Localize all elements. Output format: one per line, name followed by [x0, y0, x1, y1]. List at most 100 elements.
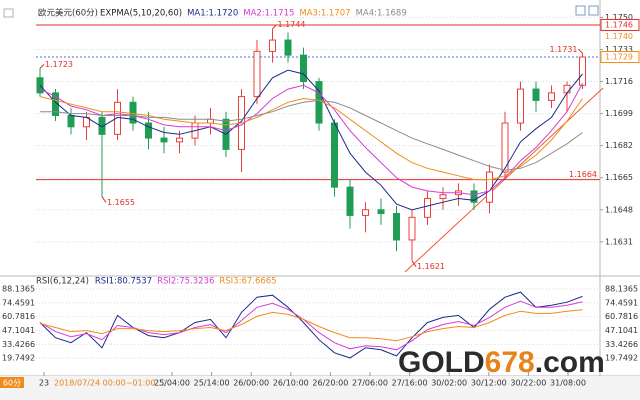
watermark-part: GOLD — [398, 346, 485, 379]
ma-line — [39, 96, 583, 181]
candle-body — [377, 209, 385, 215]
annotation-arrow — [39, 63, 45, 69]
candle-body — [315, 81, 323, 124]
rsi-tick-label: 60.7816 — [605, 312, 638, 321]
candle-body — [300, 54, 307, 83]
rsi-line — [39, 300, 583, 351]
menu-icon[interactable] — [3, 8, 14, 18]
candle-body — [331, 122, 338, 188]
y-tick-label: 1.1716 — [605, 77, 633, 86]
rsi-legend-entry: RSI2:75.3236 — [157, 277, 214, 287]
annotation-label: 1.1655 — [107, 198, 135, 207]
y-tick-label: 1.1733 — [605, 45, 633, 54]
watermark-part: .com — [535, 346, 605, 379]
period-label[interactable]: 60分 — [3, 379, 21, 388]
candle-body — [548, 92, 555, 101]
candle-body — [176, 137, 183, 143]
candle-body — [253, 50, 261, 98]
watermark-part: 678 — [485, 346, 535, 379]
chart-title: 欧元美元(60分) — [38, 8, 98, 19]
x-tick-label: 30/12:00 — [471, 379, 507, 388]
annotation-arrow — [411, 260, 417, 267]
x-tick-label: 26/20:00 — [312, 379, 348, 388]
y-tick-label: 1.1682 — [605, 141, 633, 150]
rsi-legend-entry: RSI3:67.6665 — [219, 277, 276, 287]
rsi-tick-label: 74.4591 — [2, 298, 35, 307]
indicator-label: EXPMA(5,10,20,60) — [100, 9, 182, 19]
price-mark-label: 1.1729 — [605, 53, 633, 62]
price-box — [600, 51, 640, 64]
time-axis-bar — [0, 376, 640, 400]
rsi-line — [39, 291, 583, 359]
rsi-tick-label: 19.7492 — [2, 354, 35, 363]
rsi-tick-label: 47.1041 — [2, 326, 35, 335]
ma-line — [39, 69, 583, 211]
toolbar-icon[interactable] — [575, 5, 586, 16]
x-tick-label: 31/08:00 — [550, 379, 586, 388]
x-tick-label: 25/14:00 — [194, 379, 230, 388]
legend-entry: MA3:1.1707 — [299, 9, 350, 19]
x-tick-label: 26/10:00 — [273, 379, 309, 388]
watermark: GOLD678.com — [398, 346, 605, 379]
rsi-tick-label: 47.1041 — [605, 326, 638, 335]
candle-body — [145, 122, 152, 139]
candle-body — [517, 88, 524, 124]
candle-body — [424, 197, 431, 218]
rsi-tick-label: 33.4266 — [605, 340, 638, 349]
ma-line — [40, 99, 583, 171]
date-label: 2018/07/24 00:00~01:00 二 — [54, 379, 166, 388]
candle-body — [129, 101, 137, 124]
candle-body — [408, 216, 416, 241]
annotation-arrow — [272, 24, 277, 30]
candle-body — [114, 101, 121, 135]
rsi-tick-label: 74.4591 — [605, 298, 638, 307]
toolbar-icon[interactable] — [588, 5, 599, 16]
level-label: 1.1664 — [569, 170, 597, 179]
annotation-label: 1.1621 — [417, 262, 445, 271]
rsi-tick-label: 19.7492 — [605, 354, 638, 363]
x-tick-label: 26/00:00 — [233, 379, 269, 388]
candle-body — [160, 137, 168, 143]
candle-body — [563, 84, 571, 94]
y-tick-label: 1.1665 — [605, 173, 633, 182]
candle-body — [501, 122, 509, 173]
annotation-arrow — [578, 48, 583, 54]
x-tick-label: 30/02:00 — [431, 379, 467, 388]
candle-body — [362, 209, 369, 216]
candle-body — [439, 194, 447, 199]
period-badge[interactable] — [0, 377, 24, 388]
x-tick-label: 27/06:00 — [352, 379, 388, 388]
legend-entry: MA4:1.1689 — [356, 9, 407, 19]
y-tick-label: 1.1699 — [605, 109, 633, 118]
annotation-label: 1.1744 — [278, 20, 306, 29]
rsi-tick-label: 33.4266 — [2, 340, 35, 349]
rsi-legend-entry: RSI1:80.7537 — [95, 277, 152, 287]
x-tick-label: 27/16:00 — [392, 379, 428, 388]
legend-entry: MA1:1.1720 — [187, 9, 238, 19]
y-tick-label: 1.1631 — [605, 237, 633, 246]
legend-entry: MA2:1.1715 — [243, 9, 294, 19]
candle-body — [98, 116, 106, 135]
candle-body — [284, 39, 292, 56]
rsi-tick-label: 88.1365 — [605, 284, 638, 293]
candle-body — [52, 92, 59, 116]
price-mark-label: 1.1746 — [605, 20, 633, 29]
candle-body — [579, 56, 586, 86]
annotation-label: 1.1731 — [550, 45, 578, 54]
rsi-tick-label: 60.7816 — [2, 312, 35, 321]
rsi-line — [39, 309, 583, 342]
rsi-title: RSI(6,12,24) — [36, 277, 89, 287]
x-tick-label: 25/04:00 — [154, 379, 190, 388]
candle-body — [470, 190, 478, 203]
y-tick-label: 1.1648 — [605, 205, 633, 214]
annotation-arrow — [101, 196, 107, 203]
x-tick-label: 23 — [39, 379, 49, 388]
rsi-tick-label: 88.1365 — [2, 284, 35, 293]
candle-body — [67, 114, 75, 128]
annotation-label: 1.1723 — [45, 60, 73, 69]
y-tick-label: 1.1750 — [605, 13, 633, 22]
price-box — [600, 18, 640, 31]
candle-body — [269, 39, 276, 52]
